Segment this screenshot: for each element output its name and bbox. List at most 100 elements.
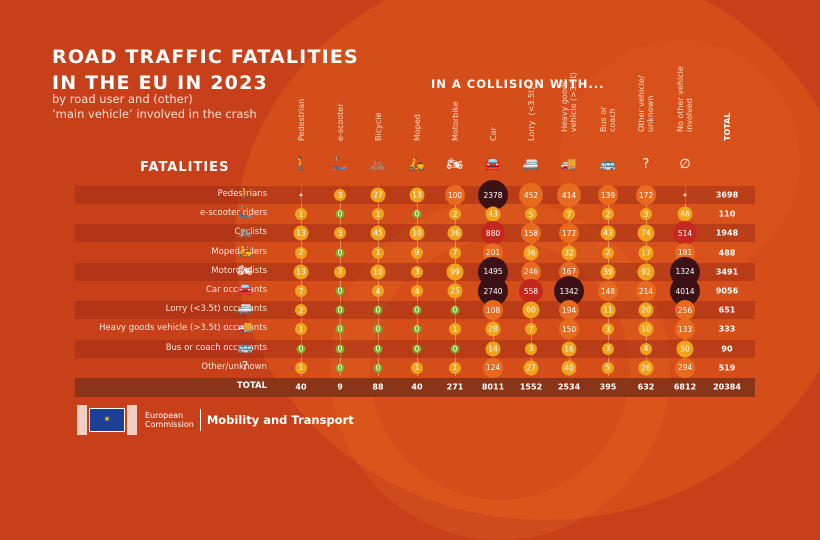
motorbike-icon: 🏍 <box>446 157 464 172</box>
value-bubble: 2 <box>295 304 307 317</box>
value-bubble: 0 <box>412 209 422 219</box>
value-bubble: 880 <box>481 221 505 246</box>
ec-line-2: Commission <box>145 420 194 429</box>
value-bubble: 514 <box>673 221 697 246</box>
row-total: 3491 <box>715 267 739 277</box>
column-label: TOTAL <box>722 112 732 141</box>
ec-building-icon <box>77 405 87 435</box>
column-total: 40 <box>295 382 307 392</box>
subtitle: by road user and (other) ‘main vehicle’ … <box>52 92 257 122</box>
value-bubble: 50 <box>676 340 694 358</box>
column-guide-line <box>378 186 379 376</box>
value-bubble: 14 <box>485 341 501 357</box>
column-label: Other vehicle/ unknown <box>637 75 655 132</box>
ec-line-1: European <box>145 411 184 420</box>
value-bubble: 0 <box>335 324 345 334</box>
column-guide-line <box>455 186 456 376</box>
value-bubble: 99 <box>446 263 464 281</box>
value-bubble: 1 <box>449 361 461 374</box>
row-label: Motorcyclists <box>211 265 267 276</box>
lorry-icon: 🚐 <box>237 301 253 316</box>
row-total: 3698 <box>715 190 739 200</box>
e-scooter-icon: 🛴 <box>237 205 253 220</box>
bicycle-icon: 🚲 <box>237 224 253 239</box>
value-bubble: 0 <box>335 344 345 354</box>
column-header: Heavy goods vehicle (>3.5t) 🚚 <box>549 72 589 178</box>
e-scooter-icon: 🛴 <box>331 157 349 172</box>
value-bubble: 43 <box>485 206 501 222</box>
table-row: Other/unknown? <box>75 359 755 377</box>
value-bubble: 150 <box>559 319 579 340</box>
pedestrian-icon: 🚶 <box>292 157 310 172</box>
table-row: Moped riders 🛵 <box>75 244 755 262</box>
truck-icon: 🚚 <box>237 320 253 335</box>
value-bubble: 17 <box>638 245 654 261</box>
ec-building-icon <box>127 405 137 435</box>
column-header: TOTAL <box>707 96 747 178</box>
value-bubble: 74 <box>637 224 655 242</box>
column-total: 88 <box>372 382 384 392</box>
row-label: Moped riders <box>211 246 267 257</box>
column-guide-line <box>417 186 418 376</box>
value-bubble: 0 <box>373 324 383 334</box>
value-bubble: 1 <box>372 208 384 221</box>
column-guide-line <box>301 186 302 376</box>
row-label: Lorry (<3.5t) occupants <box>165 304 267 315</box>
row-total: 110 <box>718 209 736 219</box>
lorry-icon: 🚐 <box>522 157 540 172</box>
value-bubble: 7 <box>563 208 575 221</box>
divider <box>199 409 201 431</box>
totals-row: TOTAL <box>75 378 755 397</box>
value-bubble: 4 <box>372 285 384 297</box>
question-icon: ? <box>642 157 650 172</box>
value-bubble: 2 <box>295 246 307 259</box>
title-line-1: ROAD TRAFFIC FATALITIES <box>52 46 359 68</box>
moped-icon: 🛵 <box>408 157 426 172</box>
row-label: Pedestrians <box>217 189 267 199</box>
subtitle-line-2: ‘main vehicle’ involved in the crash <box>52 107 257 121</box>
value-bubble: 13 <box>409 187 425 203</box>
value-bubble: 3 <box>334 227 346 240</box>
column-header: Moped 🛵 <box>397 96 437 178</box>
truck-icon: 🚚 <box>560 157 578 172</box>
value-bubble: 294 <box>675 357 695 378</box>
dg-name: Mobility and Transport <box>206 413 354 427</box>
question-icon: ? <box>241 358 249 373</box>
value-bubble: 5 <box>525 208 537 221</box>
row-label: Car occupants <box>205 285 267 295</box>
value-bubble: 148 <box>598 281 618 301</box>
value-bubble: 0 <box>412 324 422 334</box>
pedestrian-icon: 🚶 <box>237 186 253 200</box>
value-bubble: 0 <box>296 344 306 354</box>
not-applicable-dot <box>683 193 687 197</box>
value-bubble: 7 <box>295 285 307 297</box>
column-total: 395 <box>599 382 617 392</box>
value-bubble: 1 <box>295 361 307 374</box>
motorbike-icon: 🏍 <box>237 262 253 277</box>
bus-icon: 🚌 <box>599 157 617 172</box>
value-bubble: 27 <box>370 187 386 203</box>
value-bubble: 0 <box>335 286 345 296</box>
title-line-2: IN THE EU IN 2023 <box>52 72 268 94</box>
value-bubble: 194 <box>559 300 579 321</box>
column-label: Bus or coach <box>599 106 617 132</box>
column-label: Motorbike <box>450 101 460 141</box>
value-bubble: 27 <box>523 360 539 376</box>
value-bubble: 92 <box>637 263 655 281</box>
column-label: Lorry (<3.5t) <box>526 86 536 141</box>
value-bubble: 452 <box>519 183 543 207</box>
value-bubble: 214 <box>636 281 656 301</box>
value-bubble: 2378 <box>478 180 508 210</box>
value-bubble: 36 <box>447 225 463 241</box>
car-icon: 🚘 <box>484 157 502 172</box>
value-bubble: 9 <box>411 246 423 259</box>
column-total: 6812 <box>673 382 697 392</box>
value-bubble: 3 <box>525 342 537 355</box>
value-bubble: 124 <box>483 357 503 378</box>
bicycle-icon: 🚲 <box>369 157 387 172</box>
column-total: 2534 <box>557 382 581 392</box>
value-bubble: 0 <box>412 305 422 315</box>
value-bubble: 28 <box>485 321 501 337</box>
ec-name: European Commission <box>145 411 194 429</box>
row-total: 519 <box>718 363 736 373</box>
